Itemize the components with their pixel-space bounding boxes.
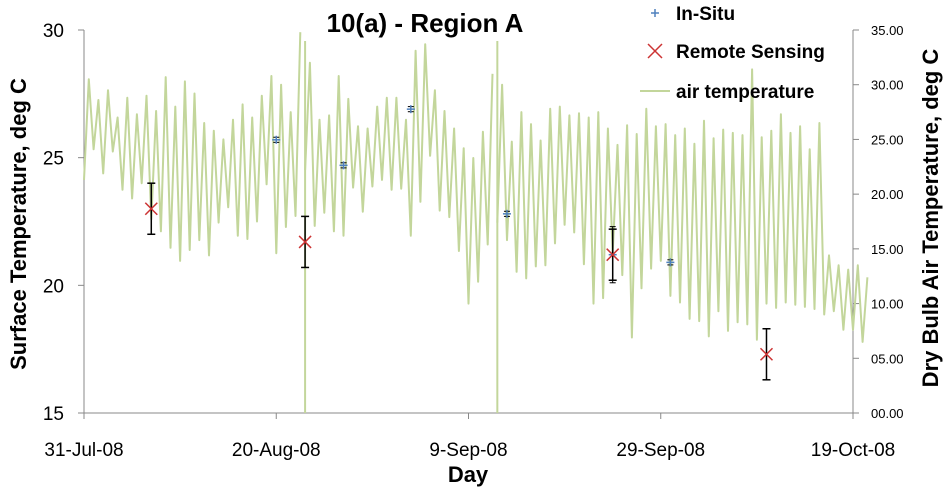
x-tick-label: 19-Oct-08 <box>811 440 895 461</box>
y-axis-label: Surface Temperature, deg C <box>6 78 31 370</box>
y2-tick-label: 30.00 <box>871 78 904 93</box>
air-temperature-line <box>304 43 494 305</box>
y2-axis-label: Dry Bulb Air Temperature, deg C <box>918 49 943 388</box>
in-situ-point <box>339 161 348 170</box>
legend-air-temperature-label: air temperature <box>676 82 814 103</box>
remote-sensing-point <box>606 228 620 281</box>
chart-axes <box>78 29 859 419</box>
remote-sensing-point <box>298 215 312 269</box>
y2-tick-label: 20.00 <box>871 187 904 202</box>
air-temperature-line <box>496 68 869 343</box>
legend-item-in-situ: In-Situ <box>651 4 735 25</box>
chart-title: 10(a) - Region A <box>327 8 524 38</box>
legend-remote-sensing-label: Remote Sensing <box>676 42 825 63</box>
y2-tick-label: 25.00 <box>871 132 904 147</box>
legend-in-situ-label: In-Situ <box>676 4 735 25</box>
legend-item-air-temperature: air temperature <box>640 82 814 103</box>
in-situ-point <box>272 135 281 144</box>
y-tick-label: 15 <box>43 404 64 425</box>
x-tick-label: 9-Sep-08 <box>429 440 507 461</box>
y2-tick-label: 00.00 <box>871 406 904 421</box>
x-tick-label: 20-Aug-08 <box>232 440 321 461</box>
y-tick-label: 20 <box>43 276 64 297</box>
y2-tick-label: 10.00 <box>871 297 904 312</box>
x-axis-label: Day <box>448 462 489 487</box>
in-situ-point <box>406 105 415 114</box>
tick-labels: 31-Jul-08 20-Aug-08 9-Sep-08 29-Sep-08 19-Oc… <box>43 21 904 461</box>
legend-item-remote-sensing: Remote Sensing <box>647 42 825 63</box>
x-tick-label: 29-Sep-08 <box>616 440 705 461</box>
in-situ-point <box>502 209 511 218</box>
y-tick-label: 25 <box>43 149 64 170</box>
air-temperature-line <box>83 32 302 262</box>
in-situ-point <box>666 258 675 267</box>
remote-sensing-point <box>144 182 158 236</box>
y2-tick-label: 05.00 <box>871 351 904 366</box>
legend-remote-sensing-marker-b <box>647 43 663 59</box>
y-tick-label: 30 <box>43 21 64 42</box>
y2-tick-label: 15.00 <box>871 242 904 257</box>
chart-legend: In-Situ Remote Sensing air temperature <box>640 4 825 103</box>
remote-sensing-point <box>759 327 774 381</box>
y2-tick-label: 35.00 <box>871 23 904 38</box>
x-tick-label: 31-Jul-08 <box>44 440 123 461</box>
remote-sensing-series <box>144 182 774 381</box>
air-temperature-series <box>83 32 869 413</box>
